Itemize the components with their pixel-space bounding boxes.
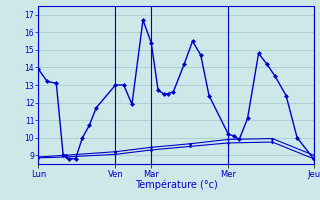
X-axis label: Température (°c): Température (°c) — [135, 180, 217, 190]
